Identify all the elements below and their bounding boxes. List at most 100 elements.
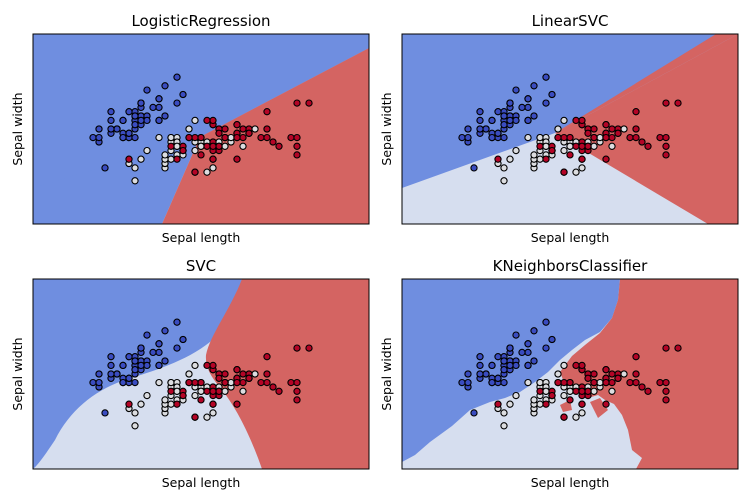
data-point-class-1 bbox=[500, 409, 508, 417]
data-point-class-1 bbox=[536, 155, 544, 163]
panel-title: KNeighborsClassifier bbox=[493, 257, 648, 275]
data-point-class-0 bbox=[530, 82, 538, 90]
data-point-class-2 bbox=[560, 168, 568, 176]
data-point-class-2 bbox=[185, 378, 193, 387]
decision-regions bbox=[33, 279, 369, 469]
data-point-class-2 bbox=[584, 129, 592, 137]
data-point-class-1 bbox=[500, 164, 508, 172]
data-point-class-0 bbox=[458, 133, 466, 142]
data-point-class-0 bbox=[131, 378, 139, 387]
data-points bbox=[89, 318, 313, 430]
data-point-class-2 bbox=[269, 138, 277, 146]
data-point-class-1 bbox=[572, 413, 580, 421]
data-point-class-2 bbox=[638, 138, 646, 146]
data-point-class-0 bbox=[161, 357, 169, 365]
data-point-class-2 bbox=[578, 142, 586, 150]
data-point-class-0 bbox=[119, 116, 127, 125]
data-point-class-0 bbox=[113, 125, 121, 133]
data-point-class-1 bbox=[251, 125, 259, 133]
data-point-class-2 bbox=[293, 344, 301, 352]
data-point-class-0 bbox=[506, 344, 514, 352]
data-point-class-1 bbox=[590, 387, 598, 395]
data-point-class-0 bbox=[131, 121, 139, 129]
data-point-class-2 bbox=[209, 155, 217, 163]
axes-frame bbox=[401, 33, 739, 225]
data-point-class-2 bbox=[614, 374, 622, 382]
data-point-class-2 bbox=[602, 378, 610, 387]
data-point-class-2 bbox=[626, 378, 634, 387]
data-point-class-0 bbox=[173, 318, 181, 326]
data-point-class-2 bbox=[590, 125, 598, 133]
data-point-class-2 bbox=[233, 378, 241, 387]
data-point-class-2 bbox=[239, 378, 247, 387]
data-point-class-0 bbox=[512, 86, 520, 94]
data-point-class-0 bbox=[155, 340, 163, 348]
data-point-class-2 bbox=[269, 383, 277, 391]
data-point-class-2 bbox=[239, 370, 247, 378]
data-point-class-2 bbox=[209, 387, 217, 395]
data-point-class-2 bbox=[191, 133, 199, 142]
data-point-class-2 bbox=[173, 400, 181, 408]
data-point-class-0 bbox=[488, 361, 496, 370]
data-point-class-0 bbox=[524, 340, 532, 348]
data-point-class-2 bbox=[638, 383, 646, 391]
data-point-class-2 bbox=[215, 387, 223, 395]
data-point-class-0 bbox=[131, 112, 139, 120]
data-point-class-1 bbox=[155, 133, 163, 142]
data-point-class-1 bbox=[566, 142, 574, 150]
data-point-class-0 bbox=[458, 378, 466, 387]
data-point-class-2 bbox=[263, 353, 271, 361]
data-point-class-0 bbox=[95, 133, 103, 142]
data-point-class-2 bbox=[560, 378, 568, 387]
data-point-class-0 bbox=[89, 133, 97, 142]
data-point-class-0 bbox=[530, 357, 538, 365]
data-point-class-2 bbox=[560, 413, 568, 421]
data-point-class-1 bbox=[560, 391, 568, 400]
data-point-class-2 bbox=[293, 387, 301, 395]
data-point-class-2 bbox=[662, 151, 670, 159]
data-point-class-2 bbox=[233, 133, 241, 142]
data-point-class-2 bbox=[578, 116, 586, 125]
data-point-class-1 bbox=[131, 177, 139, 185]
data-point-class-2 bbox=[542, 400, 550, 408]
y-axis-label: Sepal width bbox=[10, 92, 25, 165]
data-point-class-0 bbox=[161, 112, 169, 120]
data-point-class-2 bbox=[293, 142, 301, 150]
data-point-class-0 bbox=[488, 378, 496, 387]
data-point-class-1 bbox=[500, 177, 508, 185]
data-point-class-1 bbox=[167, 400, 175, 408]
data-point-class-0 bbox=[119, 361, 127, 370]
data-point-class-0 bbox=[530, 327, 538, 335]
data-point-class-0 bbox=[107, 108, 115, 116]
data-point-class-2 bbox=[293, 133, 301, 142]
data-point-class-0 bbox=[524, 361, 532, 370]
region-class-2 bbox=[560, 279, 738, 469]
data-point-class-2 bbox=[179, 391, 187, 400]
data-point-class-0 bbox=[476, 353, 484, 361]
data-point-class-2 bbox=[233, 366, 241, 374]
data-point-class-0 bbox=[476, 361, 484, 370]
data-point-class-0 bbox=[506, 99, 514, 107]
data-point-class-2 bbox=[215, 142, 223, 150]
data-point-class-0 bbox=[476, 125, 484, 133]
data-point-class-2 bbox=[572, 361, 580, 370]
data-point-class-2 bbox=[293, 151, 301, 159]
data-points bbox=[89, 73, 313, 185]
data-point-class-0 bbox=[113, 370, 121, 378]
data-point-class-0 bbox=[524, 348, 532, 357]
data-point-class-2 bbox=[263, 370, 271, 378]
data-point-class-2 bbox=[197, 151, 205, 159]
data-point-class-2 bbox=[305, 99, 313, 107]
data-point-class-2 bbox=[293, 378, 301, 387]
data-point-class-2 bbox=[203, 142, 211, 150]
data-point-class-0 bbox=[464, 133, 472, 142]
data-point-class-0 bbox=[149, 103, 157, 112]
data-point-class-2 bbox=[203, 116, 211, 125]
data-point-class-0 bbox=[506, 361, 514, 370]
data-point-class-1 bbox=[173, 142, 181, 150]
data-point-class-2 bbox=[197, 396, 205, 404]
data-point-class-2 bbox=[632, 370, 640, 378]
data-point-class-0 bbox=[476, 116, 484, 125]
data-point-class-1 bbox=[227, 378, 235, 387]
data-point-class-0 bbox=[143, 361, 151, 370]
